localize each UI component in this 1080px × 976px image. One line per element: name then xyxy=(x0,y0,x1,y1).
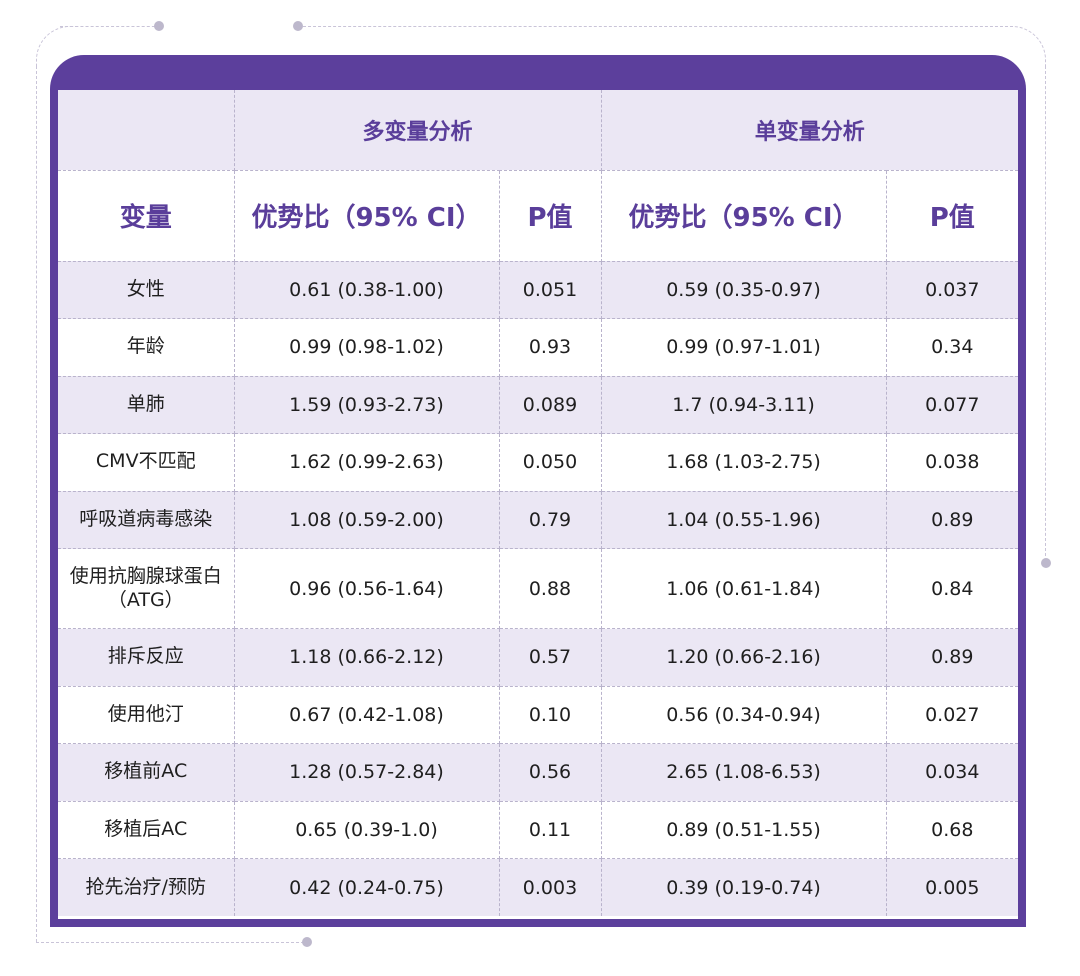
cell-variable: 抢先治疗/预防 xyxy=(58,858,235,916)
cell-p-uni: 0.89 xyxy=(886,628,1019,687)
cell-variable: 使用他汀 xyxy=(58,686,235,744)
decor-dot xyxy=(154,21,164,31)
column-header-p-multi: P值 xyxy=(499,170,602,262)
group-header-univariate: 单变量分析 xyxy=(601,90,1019,171)
cell-p-multi: 0.57 xyxy=(499,628,602,687)
decor-dot xyxy=(293,21,303,31)
cell-variable: 移植前AC xyxy=(58,743,235,802)
cell-p-uni: 0.037 xyxy=(886,261,1019,319)
cell-or-uni: 1.20 (0.66-2.16) xyxy=(601,628,887,687)
cell-p-multi: 0.003 xyxy=(499,858,602,916)
cell-p-uni: 0.89 xyxy=(886,491,1019,549)
table-row: 排斥反应 1.18 (0.66-2.12) 0.57 1.20 (0.66-2.… xyxy=(58,628,1019,687)
column-header-or-uni: 优势比（95% CI） xyxy=(601,170,887,262)
cell-or-multi: 0.42 (0.24-0.75) xyxy=(234,858,500,916)
cell-or-multi: 0.65 (0.39-1.0) xyxy=(234,801,500,859)
data-table: 多变量分析 单变量分析 变量 优势比（95% CI） P值 优势比（95% CI… xyxy=(58,90,1019,916)
cell-or-uni: 1.68 (1.03-2.75) xyxy=(601,433,887,492)
cell-or-uni: 2.65 (1.08-6.53) xyxy=(601,743,887,802)
column-header-row: 变量 优势比（95% CI） P值 优势比（95% CI） P值 xyxy=(58,170,1019,262)
cell-or-multi: 1.18 (0.66-2.12) xyxy=(234,628,500,687)
cell-or-multi: 0.61 (0.38-1.00) xyxy=(234,261,500,319)
cell-p-uni: 0.027 xyxy=(886,686,1019,744)
cell-p-multi: 0.79 xyxy=(499,491,602,549)
cell-variable: 女性 xyxy=(58,261,235,319)
table-row: CMV不匹配 1.62 (0.99-2.63) 0.050 1.68 (1.03… xyxy=(58,433,1019,492)
cell-or-uni: 1.04 (0.55-1.96) xyxy=(601,491,887,549)
cell-variable: 排斥反应 xyxy=(58,628,235,687)
cell-variable: 年龄 xyxy=(58,318,235,377)
cell-or-uni: 0.89 (0.51-1.55) xyxy=(601,801,887,859)
cell-or-uni: 1.06 (0.61-1.84) xyxy=(601,548,887,629)
decor-line-left xyxy=(36,66,37,942)
group-header-blank xyxy=(58,90,235,171)
cell-or-multi: 0.96 (0.56-1.64) xyxy=(234,548,500,629)
table-row: 移植后AC 0.65 (0.39-1.0) 0.11 0.89 (0.51-1.… xyxy=(58,801,1019,859)
group-header-row: 多变量分析 单变量分析 xyxy=(58,90,1019,171)
cell-p-uni: 0.034 xyxy=(886,743,1019,802)
group-header-multivariate: 多变量分析 xyxy=(234,90,602,171)
decor-line-bottom xyxy=(36,942,304,943)
cell-p-uni: 0.34 xyxy=(886,318,1019,377)
table-row: 单肺 1.59 (0.93-2.73) 0.089 1.7 (0.94-3.11… xyxy=(58,376,1019,434)
table-row: 女性 0.61 (0.38-1.00) 0.051 0.59 (0.35-0.9… xyxy=(58,261,1019,319)
cell-p-multi: 0.051 xyxy=(499,261,602,319)
cell-p-multi: 0.88 xyxy=(499,548,602,629)
decor-dot xyxy=(302,937,312,947)
cell-p-multi: 0.050 xyxy=(499,433,602,492)
cell-p-multi: 0.11 xyxy=(499,801,602,859)
cell-variable: 单肺 xyxy=(58,376,235,434)
decor-line-right xyxy=(1045,66,1046,556)
cell-or-uni: 0.59 (0.35-0.97) xyxy=(601,261,887,319)
cell-variable: 移植后AC xyxy=(58,801,235,859)
cell-or-multi: 1.08 (0.59-2.00) xyxy=(234,491,500,549)
cell-or-multi: 1.62 (0.99-2.63) xyxy=(234,433,500,492)
table-row: 呼吸道病毒感染 1.08 (0.59-2.00) 0.79 1.04 (0.55… xyxy=(58,491,1019,549)
cell-p-uni: 0.005 xyxy=(886,858,1019,916)
table-row: 移植前AC 1.28 (0.57-2.84) 0.56 2.65 (1.08-6… xyxy=(58,743,1019,802)
cell-or-multi: 1.59 (0.93-2.73) xyxy=(234,376,500,434)
table-frame: 多变量分析 单变量分析 变量 优势比（95% CI） P值 优势比（95% CI… xyxy=(50,55,1026,927)
table-row: 使用他汀 0.67 (0.42-1.08) 0.10 0.56 (0.34-0.… xyxy=(58,686,1019,744)
cell-or-multi: 0.67 (0.42-1.08) xyxy=(234,686,500,744)
decor-dot xyxy=(1041,558,1051,568)
table-container: 多变量分析 单变量分析 变量 优势比（95% CI） P值 优势比（95% CI… xyxy=(58,90,1019,919)
table-row: 使用抗胸腺球蛋白（ATG） 0.96 (0.56-1.64) 0.88 1.06… xyxy=(58,548,1019,629)
table-body: 女性 0.61 (0.38-1.00) 0.051 0.59 (0.35-0.9… xyxy=(58,261,1019,916)
cell-or-multi: 0.99 (0.98-1.02) xyxy=(234,318,500,377)
cell-or-uni: 0.39 (0.19-0.74) xyxy=(601,858,887,916)
cell-or-uni: 1.7 (0.94-3.11) xyxy=(601,376,887,434)
cell-p-uni: 0.68 xyxy=(886,801,1019,859)
table-row: 年龄 0.99 (0.98-1.02) 0.93 0.99 (0.97-1.01… xyxy=(58,318,1019,377)
cell-p-multi: 0.56 xyxy=(499,743,602,802)
cell-or-multi: 1.28 (0.57-2.84) xyxy=(234,743,500,802)
cell-variable: 使用抗胸腺球蛋白（ATG） xyxy=(58,548,235,629)
decor-line-top-left xyxy=(60,26,160,27)
cell-or-uni: 0.99 (0.97-1.01) xyxy=(601,318,887,377)
cell-variable: CMV不匹配 xyxy=(58,433,235,492)
cell-p-multi: 0.089 xyxy=(499,376,602,434)
cell-or-uni: 0.56 (0.34-0.94) xyxy=(601,686,887,744)
cell-p-uni: 0.84 xyxy=(886,548,1019,629)
cell-p-uni: 0.077 xyxy=(886,376,1019,434)
cell-p-uni: 0.038 xyxy=(886,433,1019,492)
column-header-variable: 变量 xyxy=(58,170,235,262)
cell-variable: 呼吸道病毒感染 xyxy=(58,491,235,549)
table-row: 抢先治疗/预防 0.42 (0.24-0.75) 0.003 0.39 (0.1… xyxy=(58,858,1019,916)
decor-line-top-right xyxy=(303,26,1013,27)
cell-p-multi: 0.10 xyxy=(499,686,602,744)
cell-p-multi: 0.93 xyxy=(499,318,602,377)
column-header-p-uni: P值 xyxy=(886,170,1019,262)
column-header-or-multi: 优势比（95% CI） xyxy=(234,170,500,262)
